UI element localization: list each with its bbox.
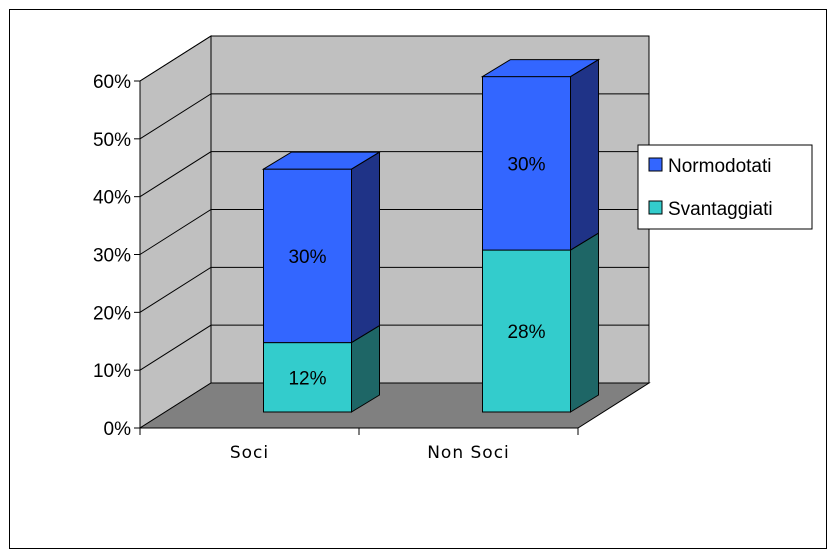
legend-box: [637, 144, 813, 230]
legend: Normodotati Svantaggiati: [637, 144, 813, 230]
data-label: 30%: [507, 154, 545, 175]
bar-front: [263, 168, 352, 344]
chart: 0% 10% 20% 30% 40% 50% 60% Soci Non Soci 12% 30%…: [93, 35, 813, 463]
x-tick-label: Non Soci: [427, 443, 510, 463]
bar-top: [261, 151, 382, 170]
legend-label: Normodotati: [668, 156, 772, 177]
bars: 12% 30% 28% 30%: [261, 58, 601, 413]
bar-front: [263, 342, 352, 413]
y-tick-label: 30%: [93, 246, 131, 267]
bar-top: [480, 59, 601, 78]
data-label: 28%: [507, 322, 545, 343]
y-tick-label: 60%: [93, 72, 131, 93]
data-label: 30%: [288, 247, 326, 268]
y-axis: 0% 10% 20% 30% 40% 50% 60%: [93, 72, 141, 440]
y-tick-label: 10%: [93, 361, 131, 382]
legend-swatch: [648, 200, 663, 215]
y-tick-label: 40%: [93, 188, 131, 209]
x-axis: Soci Non Soci: [139, 427, 579, 463]
bar-side: [570, 232, 599, 413]
bar-front: [482, 249, 571, 413]
legend-swatch: [648, 157, 663, 172]
y-tick-label: 0%: [104, 419, 132, 440]
gridline: [139, 35, 649, 82]
bar-front: [482, 76, 571, 251]
y-tick-label: 20%: [93, 303, 131, 324]
data-label: 12%: [288, 368, 326, 389]
bar-side: [570, 58, 599, 251]
y-tick-label: 50%: [93, 130, 131, 151]
legend-label: Svantaggiati: [668, 199, 773, 220]
x-tick-label: Soci: [230, 443, 269, 463]
bar-side: [351, 151, 380, 344]
